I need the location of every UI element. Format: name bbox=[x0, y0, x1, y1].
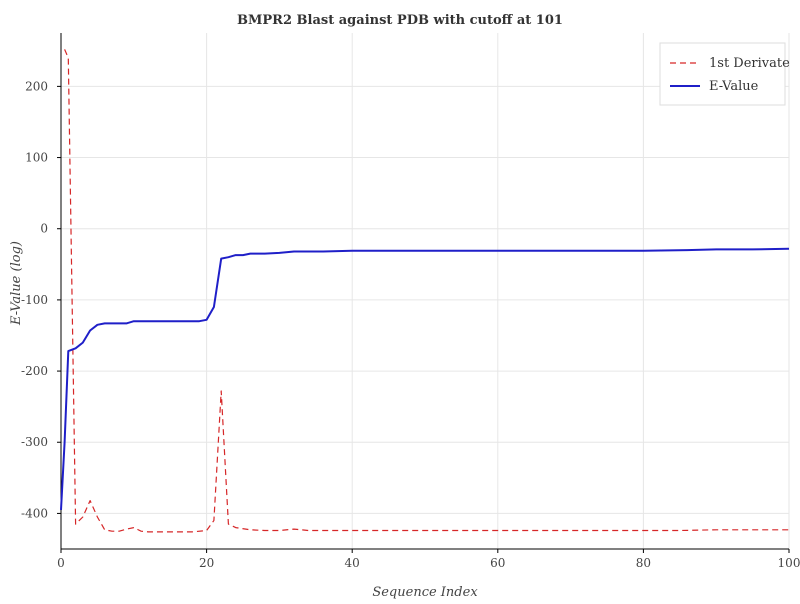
y-tick-label: -100 bbox=[21, 293, 48, 307]
legend-label-e-value: E-Value bbox=[709, 79, 759, 94]
legend-label-1st-derivate: 1st Derivate bbox=[709, 56, 790, 71]
x-axis-label: Sequence Index bbox=[372, 585, 478, 600]
y-tick-label: 100 bbox=[25, 151, 48, 165]
y-tick-label: -400 bbox=[21, 506, 48, 520]
y-tick-label: -200 bbox=[21, 364, 48, 378]
x-tick-label: 80 bbox=[636, 556, 651, 570]
y-tick-label: 200 bbox=[25, 79, 48, 93]
legend: 1st Derivate E-Value bbox=[659, 42, 790, 106]
chart-title: BMPR2 Blast against PDB with cutoff at 1… bbox=[237, 13, 563, 28]
plot-frame bbox=[60, 33, 789, 550]
x-tick-label: 40 bbox=[345, 556, 360, 570]
y-tick-label: 0 bbox=[40, 222, 48, 236]
series-layer bbox=[60, 49, 790, 533]
tick-labels: 0 20 40 60 80 100 -400 -300 -200 -100 0 100 200 bbox=[21, 79, 800, 570]
legend-box bbox=[659, 42, 786, 106]
grid bbox=[60, 33, 790, 549]
y-axis-label: E-Value (log) bbox=[9, 241, 24, 326]
series-line-e-value bbox=[60, 247, 790, 510]
y-tick-label: -300 bbox=[21, 435, 48, 449]
x-tick-label: 100 bbox=[778, 556, 800, 570]
series-line-1st-derivate bbox=[64, 49, 789, 533]
x-tick-label: 60 bbox=[490, 556, 505, 570]
x-tick-label: 0 bbox=[57, 556, 65, 570]
x-tick-label: 20 bbox=[199, 556, 214, 570]
